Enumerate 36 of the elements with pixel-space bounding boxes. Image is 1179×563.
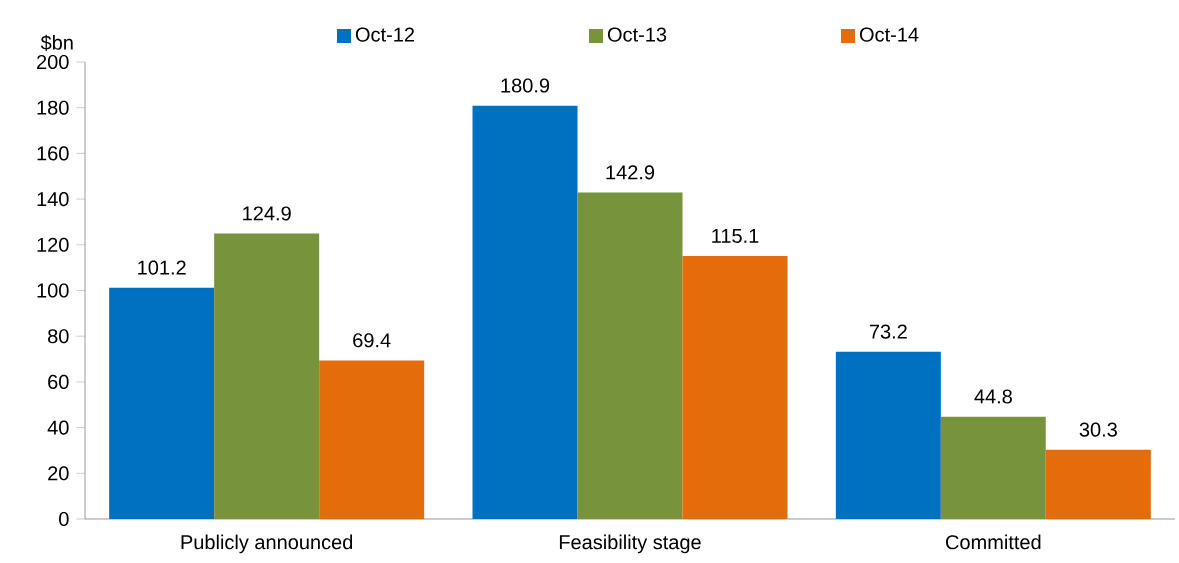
y-tick-label: 140 [37,192,69,207]
legend-label: Oct-14 [859,27,919,42]
legend-label: Oct-13 [607,27,667,42]
data-label: 73.2 [869,324,907,339]
legend-label: Oct-12 [355,27,414,42]
y-tick-label: 20 [48,466,69,481]
y-axis-title: $bn [40,34,73,51]
x-tick-label: Publicly announced [181,534,353,554]
y-tick-label: 60 [48,374,69,389]
data-label: 30.3 [1079,422,1117,437]
bar [472,105,578,519]
data-label: 44.8 [974,389,1012,404]
bar [940,416,1046,519]
x-tick-label: Feasibility stage [559,534,701,554]
x-tick-label: Committed [946,534,1041,550]
data-label: 142.9 [606,165,655,180]
y-tick-label: 160 [37,146,69,161]
data-label: 101.2 [138,260,186,275]
data-label: 115.1 [712,228,759,243]
bar [214,233,320,519]
bar [1045,449,1151,519]
y-tick-label: 200 [37,54,69,70]
y-tick-label: 120 [37,237,69,252]
y-tick-label: 180 [37,100,69,115]
data-label: 69.4 [353,333,391,348]
bar [682,255,788,519]
bar [319,360,425,519]
y-tick-label: 40 [47,420,69,435]
data-label: 124.9 [243,206,291,221]
bar [577,192,683,519]
y-tick-label: 0 [59,511,69,527]
data-label: 180.9 [501,78,550,93]
bar [835,351,941,519]
y-tick-label: 100 [37,283,69,298]
y-tick-label: 80 [48,329,69,344]
bar [109,287,215,519]
